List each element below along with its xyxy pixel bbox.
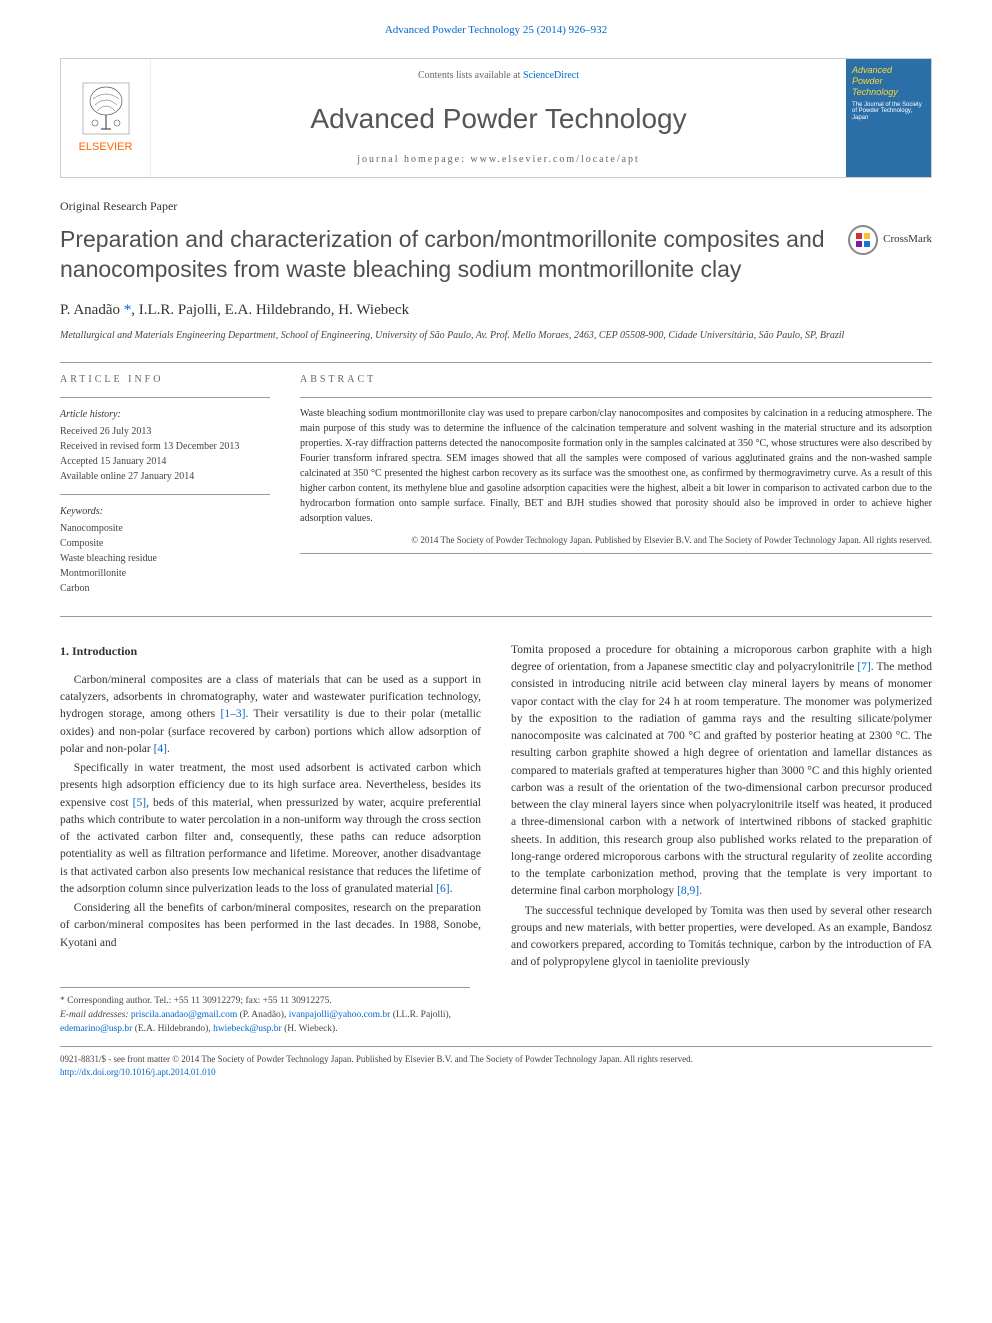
kw1: Nanocomposite (60, 521, 270, 536)
cover-subtitle: The Journal of the Society of Powder Tec… (852, 102, 925, 122)
abstract: ABSTRACT Waste bleaching sodium montmori… (300, 373, 932, 596)
article-info: ARTICLE INFO Article history: Received 2… (60, 373, 270, 596)
email-link[interactable]: priscila.anadao@gmail.com (131, 1010, 237, 1020)
body-para: Tomita proposed a procedure for obtainin… (511, 642, 932, 901)
email-name: (P. Anadão), (237, 1010, 288, 1020)
body-columns: 1. Introduction Carbon/mineral composite… (60, 642, 932, 972)
online: Available online 27 January 2014 (60, 469, 270, 484)
ref-link[interactable]: [8,9] (677, 885, 699, 897)
author-name: P. Anadão (60, 302, 120, 318)
abstract-text: Waste bleaching sodium montmorillonite c… (300, 406, 932, 526)
elsevier-logo: ELSEVIER (61, 59, 151, 177)
journal-banner: ELSEVIER Contents lists available at Sci… (60, 58, 932, 178)
crossmark-badge[interactable]: CrossMark (848, 225, 932, 255)
body-para: Considering all the benefits of carbon/m… (60, 900, 481, 952)
ref-link[interactable]: [7] (857, 661, 870, 673)
divider (60, 616, 932, 617)
email-label: E-mail addresses: (60, 1010, 131, 1020)
sciencedirect-link[interactable]: ScienceDirect (523, 70, 579, 81)
author-rest: , I.L.R. Pajolli, E.A. Hildebrando, H. W… (131, 302, 409, 318)
contents-line: Contents lists available at ScienceDirec… (418, 69, 579, 83)
body-para: The successful technique developed by To… (511, 903, 932, 972)
divider (60, 362, 932, 363)
email-line: E-mail addresses: priscila.anadao@gmail.… (60, 1008, 470, 1037)
bottom-meta: 0921-8831/$ - see front matter © 2014 Th… (60, 1053, 932, 1078)
kw4: Montmorillonite (60, 566, 270, 581)
elsevier-label: ELSEVIER (79, 140, 133, 155)
body-text: . The method consisted in introducing ni… (511, 661, 932, 897)
info-header: ARTICLE INFO (60, 373, 270, 387)
journal-name: Advanced Powder Technology (310, 99, 686, 138)
elsevier-tree-icon (81, 81, 131, 136)
email-name: (H. Wiebeck). (282, 1024, 338, 1034)
page-header: Advanced Powder Technology 25 (2014) 926… (0, 0, 992, 48)
ref-link[interactable]: [4] (154, 743, 167, 755)
homepage-prefix: journal homepage: (357, 154, 470, 165)
crossmark-icon (848, 225, 878, 255)
article-title: Preparation and characterization of carb… (60, 225, 828, 285)
bottom-rule (60, 1046, 932, 1047)
keywords-label: Keywords: (60, 505, 270, 519)
homepage-line: journal homepage: www.elsevier.com/locat… (357, 153, 640, 167)
section-title: 1. Introduction (60, 642, 481, 660)
ref-link[interactable]: [5] (133, 797, 146, 809)
footnotes: * Corresponding author. Tel.: +55 11 309… (60, 987, 470, 1037)
cover-title: Advanced Powder Technology (852, 65, 925, 97)
doi-link[interactable]: http://dx.doi.org/10.1016/j.apt.2014.01.… (60, 1067, 216, 1077)
body-para: Specifically in water treatment, the mos… (60, 760, 481, 898)
citation-link[interactable]: Advanced Powder Technology 25 (2014) 926… (385, 24, 607, 36)
received: Received 26 July 2013 (60, 424, 270, 439)
abstract-header: ABSTRACT (300, 373, 932, 387)
corresponding-note: * Corresponding author. Tel.: +55 11 309… (60, 994, 470, 1008)
body-text: , beds of this material, when pressurize… (60, 797, 481, 895)
kw5: Carbon (60, 581, 270, 596)
affiliation: Metallurgical and Materials Engineering … (60, 329, 932, 342)
journal-center: Contents lists available at ScienceDirec… (151, 59, 846, 177)
crossmark-label: CrossMark (883, 232, 932, 247)
email-link[interactable]: hwiebeck@usp.br (213, 1024, 282, 1034)
ref-link[interactable]: [1–3] (221, 708, 246, 720)
revised: Received in revised form 13 December 201… (60, 439, 270, 454)
kw2: Composite (60, 536, 270, 551)
title-row: Preparation and characterization of carb… (60, 225, 932, 285)
body-text: Considering all the benefits of carbon/m… (60, 902, 481, 949)
contents-prefix: Contents lists available at (418, 70, 523, 81)
authors: P. Anadão *, I.L.R. Pajolli, E.A. Hildeb… (60, 300, 932, 321)
email-link[interactable]: edemarino@usp.br (60, 1024, 132, 1034)
ref-link[interactable]: [6] (436, 883, 449, 895)
email-name: (E.A. Hildebrando), (132, 1024, 213, 1034)
body-text: . (450, 883, 453, 895)
history-label: Article history: (60, 408, 270, 422)
body-text: The successful technique developed by To… (511, 905, 932, 969)
abstract-copyright: © 2014 The Society of Powder Technology … (300, 534, 932, 547)
article-type: Original Research Paper (60, 198, 932, 215)
info-abstract-row: ARTICLE INFO Article history: Received 2… (60, 373, 932, 596)
body-para: Carbon/mineral composites are a class of… (60, 672, 481, 758)
body-text: . (167, 743, 170, 755)
homepage-url: www.elsevier.com/locate/apt (470, 154, 639, 165)
kw3: Waste bleaching residue (60, 551, 270, 566)
journal-cover: Advanced Powder Technology The Journal o… (846, 59, 931, 177)
email-name: (I.L.R. Pajolli), (390, 1010, 451, 1020)
email-link[interactable]: ivanpajolli@yahoo.com.br (289, 1010, 391, 1020)
body-text: . (699, 885, 702, 897)
issn-line: 0921-8831/$ - see front matter © 2014 Th… (60, 1053, 932, 1066)
accepted: Accepted 15 January 2014 (60, 454, 270, 469)
